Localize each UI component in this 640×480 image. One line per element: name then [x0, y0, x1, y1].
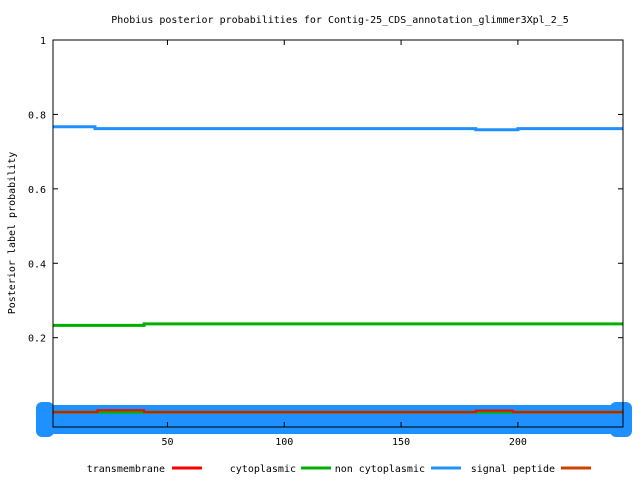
y-axis-label: Posterior label probability — [7, 152, 18, 315]
y-tick-label: 1 — [40, 36, 46, 47]
chart-title: Phobius posterior probabilities for Cont… — [111, 15, 569, 26]
series-layer — [53, 125, 623, 414]
bottom-band-right-cap — [610, 402, 632, 437]
legend-label-signal-peptide: signal peptide — [471, 464, 555, 475]
legend-label-transmembrane: transmembrane — [87, 464, 165, 475]
series-line-signal-peptide — [53, 125, 623, 132]
legend: transmembrane cytoplasmic non cytoplasmic s… — [87, 464, 591, 475]
bottom-band — [36, 402, 632, 437]
y-tick-label: 0.8 — [28, 110, 46, 121]
legend-label-cytoplasmic: cytoplasmic — [230, 464, 296, 475]
plot-area-border — [52, 39, 624, 428]
series-line-transmembrane — [53, 409, 623, 414]
y-tick-label: 0.4 — [28, 259, 46, 270]
y-tick-label: 0.2 — [28, 334, 46, 345]
legend-label-non-cytoplasmic: non cytoplasmic — [335, 464, 425, 475]
x-tick-label: 200 — [509, 437, 527, 448]
series-line-non-cytoplasmic — [53, 322, 623, 327]
x-tick-label: 100 — [275, 437, 293, 448]
x-tick-label: 50 — [161, 437, 173, 448]
x-tick-label: 150 — [392, 437, 410, 448]
y-tick-label: 0.6 — [28, 185, 46, 196]
bottom-band-left-cap — [36, 402, 54, 437]
